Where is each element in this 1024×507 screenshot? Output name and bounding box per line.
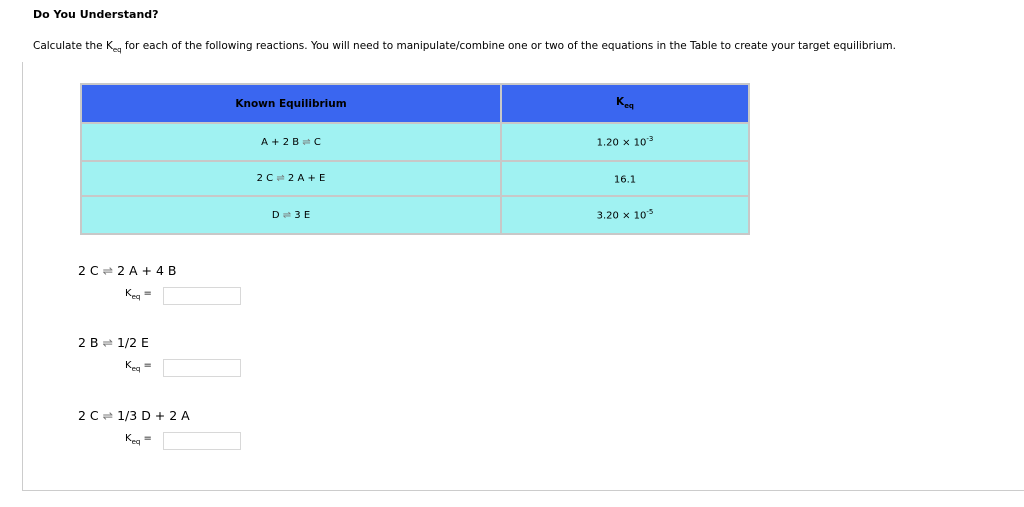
question-3-reaction: 2 C ⇌ 1/3 D + 2 A [78, 408, 190, 423]
question-2-reaction: 2 B ⇌ 1/2 E [78, 335, 149, 350]
question-3-keq-input[interactable] [163, 432, 241, 450]
equation-cell: D ⇌ 3 E [80, 195, 502, 235]
keq-cell: 1.20 × 10-3 [500, 122, 750, 162]
question-3-keq-label: Keq = [125, 433, 152, 446]
keq-cell: 16.1 [500, 160, 750, 197]
known-equilibria-table: Known Equilibrium Keq A + 2 B ⇌ C 1.20 × 1… [80, 83, 750, 235]
keq-cell: 3.20 × 10-5 [500, 195, 750, 235]
instr-sub: eq [112, 46, 122, 55]
question-2-keq-input[interactable] [163, 359, 241, 377]
table-row: 2 C ⇌ 2 A + E 16.1 [80, 160, 750, 197]
content-frame [22, 62, 1024, 491]
header-keq: Keq [500, 83, 750, 124]
question-1-keq-label: Keq = [125, 288, 152, 301]
instructions: Calculate the Keq for each of the follow… [33, 40, 896, 54]
table-row: A + 2 B ⇌ C 1.20 × 10-3 [80, 122, 750, 162]
equation-cell: A + 2 B ⇌ C [80, 122, 502, 162]
section-title: Do You Understand? [33, 8, 159, 21]
instr-text-rest: for each of the following reactions. You… [121, 40, 896, 52]
question-2-keq-label: Keq = [125, 360, 152, 373]
header-equilibrium: Known Equilibrium [80, 83, 502, 124]
table-row: D ⇌ 3 E 3.20 × 10-5 [80, 195, 750, 235]
question-1-keq-input[interactable] [163, 287, 241, 305]
equation-cell: 2 C ⇌ 2 A + E [80, 160, 502, 197]
question-1-reaction: 2 C ⇌ 2 A + 4 B [78, 263, 177, 278]
instr-text: Calculate the K [33, 40, 113, 52]
